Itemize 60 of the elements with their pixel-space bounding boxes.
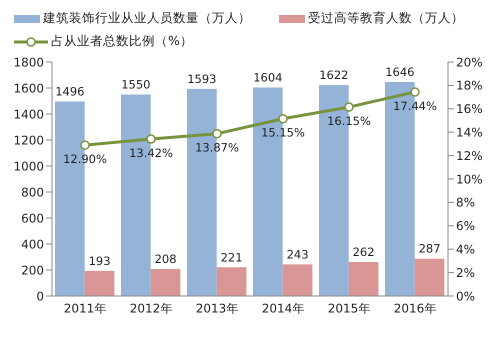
x-tick-label: 2016年 [394,302,436,316]
bar [216,267,246,296]
y2-tick-label: 10% [456,172,483,186]
x-tick-label: 2012年 [130,302,172,316]
x-tick-label: 2014年 [262,302,304,316]
data-label: 13.42% [129,146,173,160]
y-tick-label: 1600 [13,81,44,96]
data-label: 1496 [55,84,84,99]
data-label: 1622 [319,68,348,82]
y2-tick-label: 14% [456,125,483,140]
legend-label: 建筑装饰行业从业人员数量（万人） [43,10,251,27]
y-tick-label: 1800 [13,55,44,70]
y-tick-label: 1400 [13,107,44,122]
bar [282,264,312,296]
data-label: 1646 [385,65,414,80]
data-label: 15.15% [261,126,305,140]
point [410,87,420,97]
data-label: 243 [286,247,309,262]
x-tick-label: 2015年 [328,302,370,316]
y-tick-label: 600 [21,211,44,226]
y2-tick-label: 18% [456,78,483,93]
y2-tick-label: 2% [456,266,476,280]
y2-tick-label: 0% [456,289,476,304]
y-tick-label: 0 [36,289,44,304]
point [80,140,90,150]
y2-tick-label: 8% [456,196,476,210]
data-label: 17.44% [393,98,437,113]
data-label: 13.87% [195,140,239,155]
bar [348,262,378,296]
x-tick-label: 2011年 [64,302,106,316]
data-label: 12.90% [63,152,107,166]
data-label: 1550 [121,78,150,92]
data-label: 193 [88,254,111,268]
data-label: 287 [418,242,441,256]
data-label: 208 [154,252,177,266]
point [344,102,354,112]
bar [150,268,180,296]
y-tick-label: 800 [21,185,44,200]
point [146,134,156,144]
legend-label: 受过高等教育人数（万人） [308,10,464,27]
x-tick-label: 2013年 [196,302,238,316]
bar [414,258,444,296]
data-label: 262 [352,244,375,259]
y2-tick-label: 20% [456,55,483,70]
data-label: 1593 [187,72,216,86]
y2-tick-label: 16% [456,102,483,116]
y-tick-label: 1200 [13,133,44,148]
data-label: 16.15% [327,114,371,128]
bar [84,270,114,296]
data-label: 221 [220,250,243,264]
y2-tick-label: 6% [456,219,476,234]
y-tick-label: 400 [21,237,44,252]
data-label: 1604 [253,70,282,84]
point [212,128,222,138]
y2-tick-label: 12% [456,148,483,163]
point [278,114,288,124]
y-tick-label: 200 [21,263,44,278]
legend-label: 占从业者总数比例（%） [51,33,193,50]
y2-tick-label: 4% [456,242,476,256]
y-tick-label: 1000 [13,159,44,174]
